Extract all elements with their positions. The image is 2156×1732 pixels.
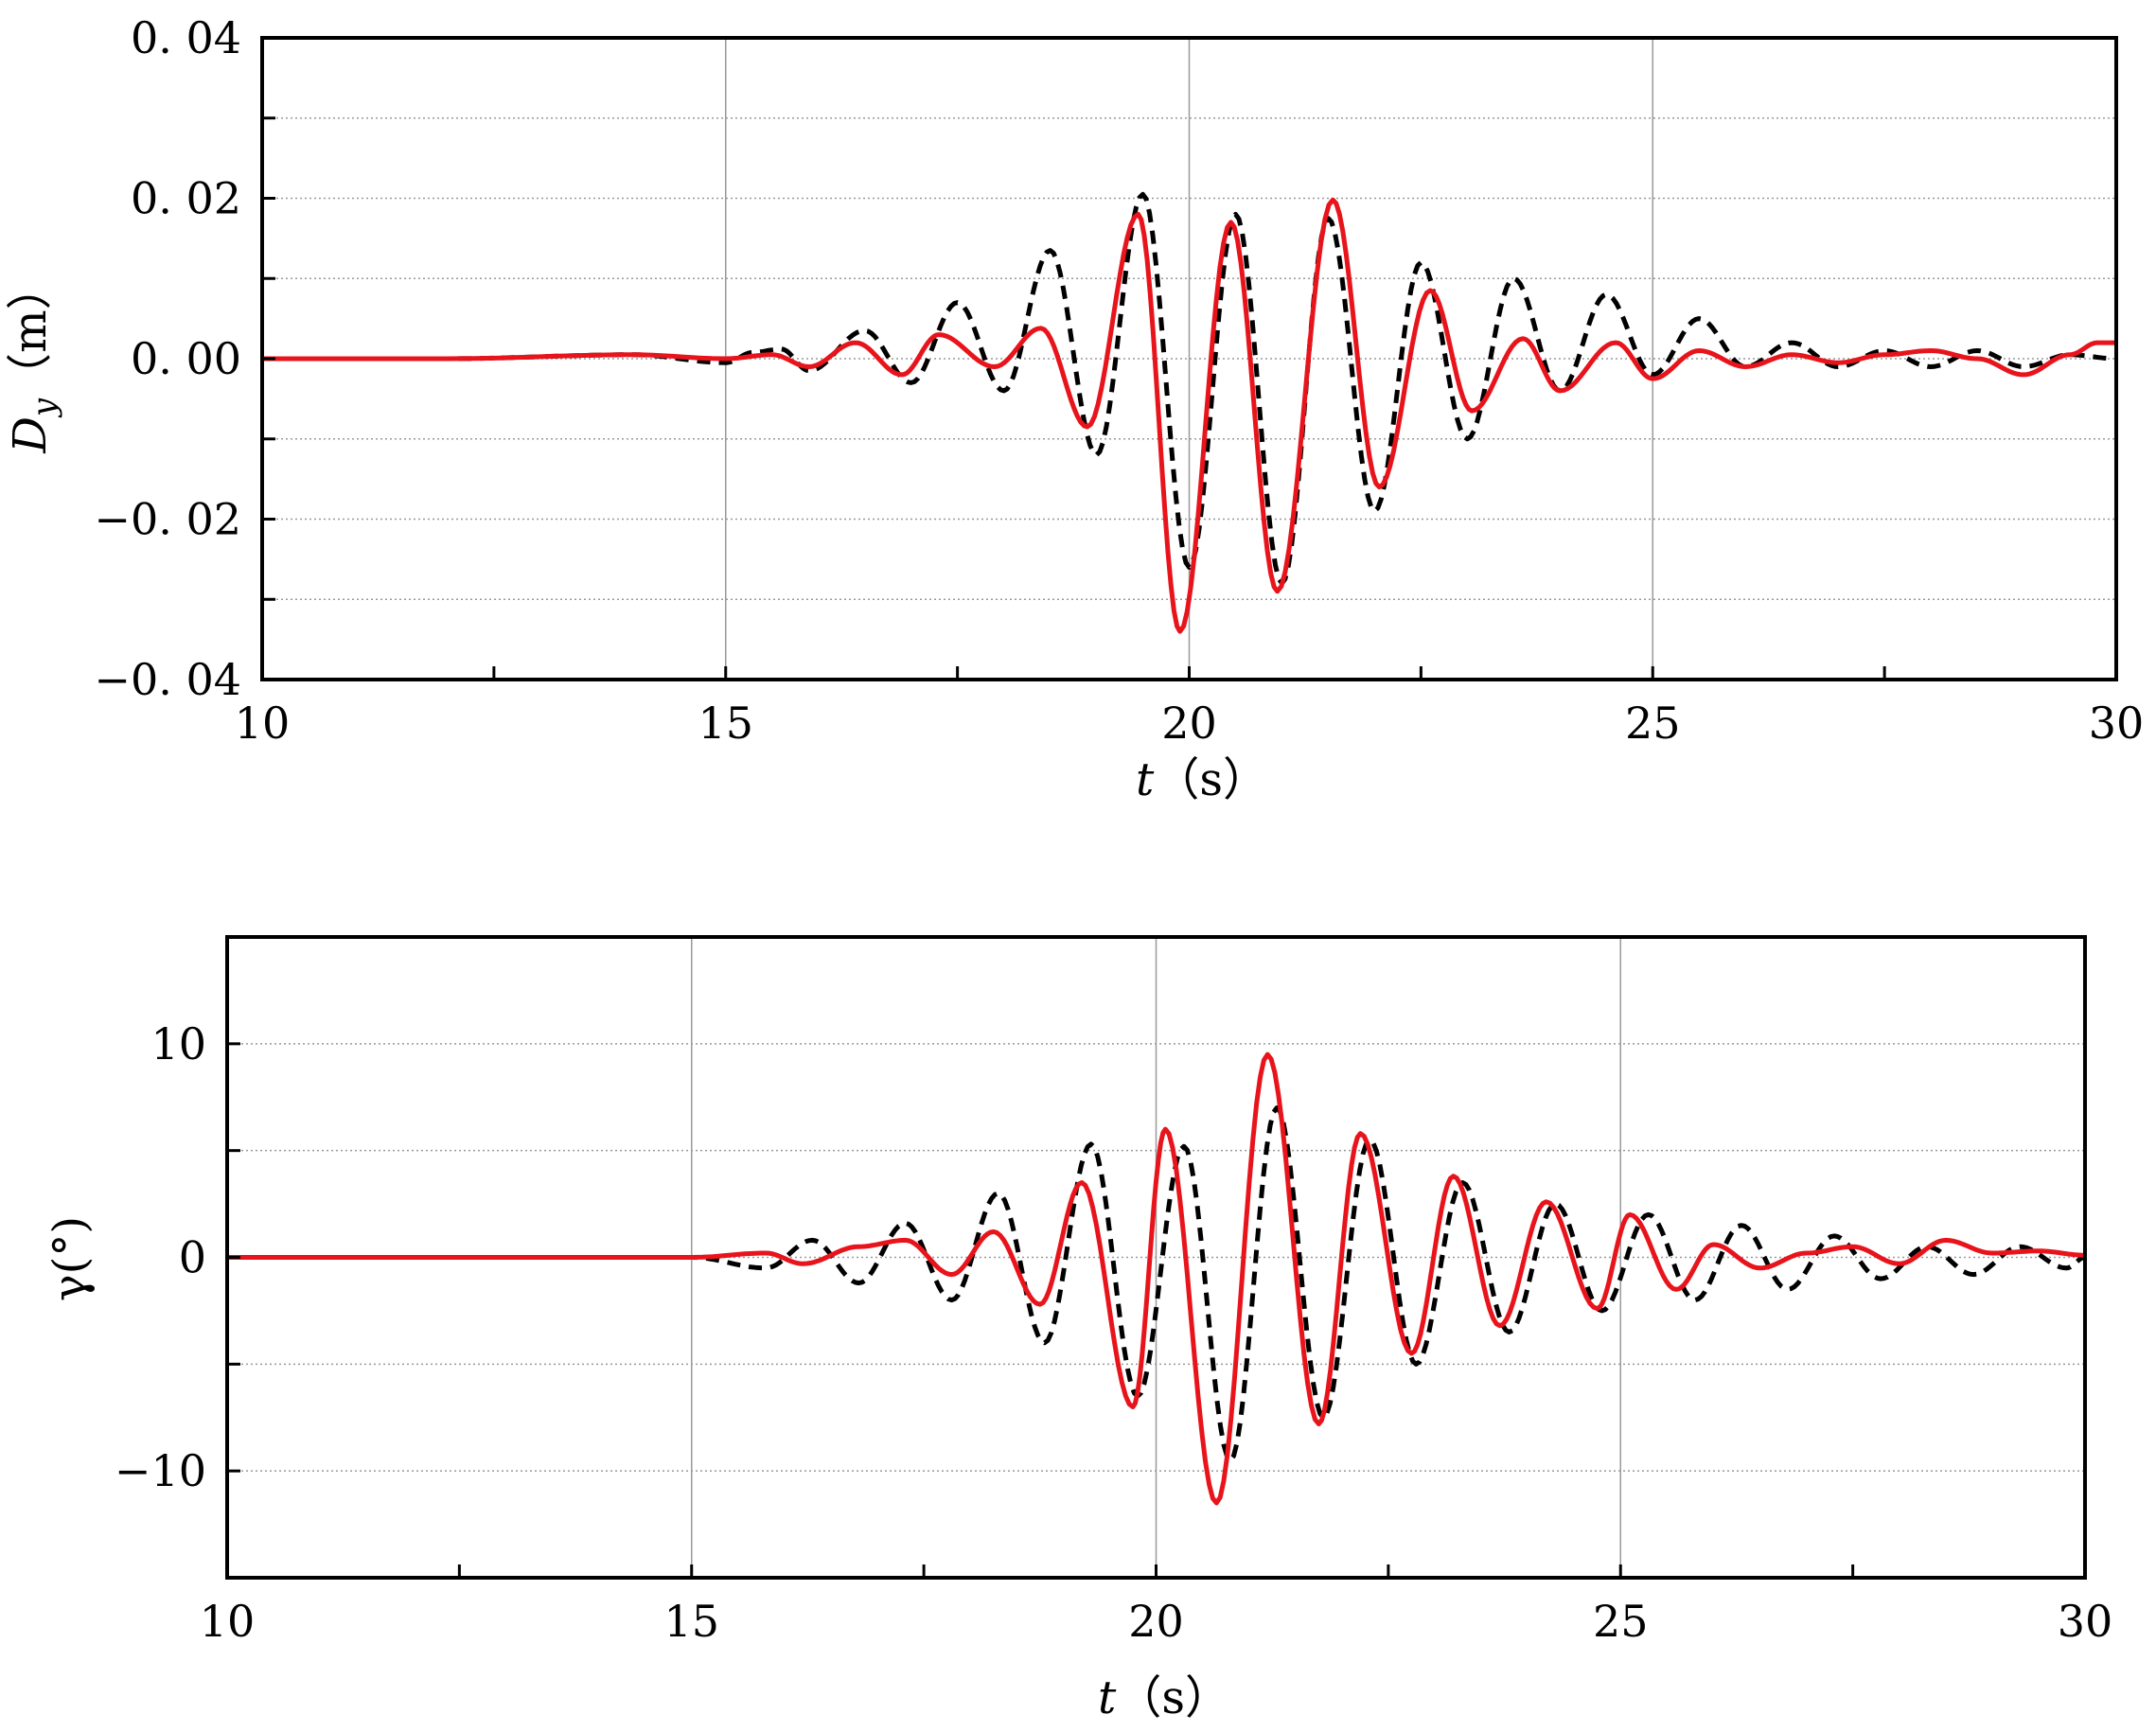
x-tick-label: 30 (2058, 1596, 2113, 1647)
x-tick-label: 30 (2089, 698, 2145, 749)
y-tick-labels: −10 0 10 (115, 1018, 206, 1496)
y-tick-label: 0. 00 (131, 333, 241, 384)
panel-bottom: 10 15 20 25 30 −10 0 10 t（s） γ(°) (44, 935, 2113, 1724)
series-line-solid (227, 1052, 2085, 1506)
y-tick-label: 10 (150, 1018, 206, 1069)
x-tick-label: 25 (1625, 698, 1681, 749)
x-tick-label: 10 (200, 1596, 256, 1647)
x-tick-label: 15 (698, 698, 753, 749)
y-tick-labels: −0. 04 −0. 02 0. 00 0. 02 0. 04 (94, 12, 241, 705)
ticks (262, 116, 1886, 680)
y-tick-label: 0 (179, 1232, 206, 1283)
y-tick-label: −0. 04 (94, 654, 241, 705)
grid (262, 38, 2116, 680)
x-axis-label: t（s） (1136, 753, 1268, 806)
x-tick-labels: 10 15 20 25 30 (200, 1596, 2113, 1647)
x-tick-label: 20 (1161, 698, 1217, 749)
series-layer (262, 191, 2118, 634)
x-tick-labels: 10 15 20 25 30 (235, 698, 2145, 749)
series-layer (227, 1052, 2087, 1506)
x-axis-label: t（s） (1098, 1671, 1230, 1724)
y-tick-label: 0. 02 (131, 173, 241, 224)
grid (227, 937, 2085, 1578)
x-tick-label: 15 (663, 1596, 719, 1647)
y-axis-label: γ(°) (44, 1216, 97, 1301)
y-tick-label: −10 (115, 1445, 206, 1496)
y-tick-label: −0. 02 (94, 494, 241, 545)
series-line-dashed (227, 1105, 2087, 1463)
panel-top: 10 15 20 25 30 −0. 04 −0. 02 0. 00 0. 02 0. 04 t… (4, 12, 2144, 806)
x-tick-label: 20 (1128, 1596, 1184, 1647)
y-tick-label: 0. 04 (131, 12, 241, 63)
series-line-solid (262, 197, 2118, 634)
x-tick-label: 10 (235, 698, 291, 749)
y-axis-label: Dy（m） (4, 264, 63, 453)
x-tick-label: 25 (1593, 1596, 1649, 1647)
ticks (227, 1042, 1855, 1578)
